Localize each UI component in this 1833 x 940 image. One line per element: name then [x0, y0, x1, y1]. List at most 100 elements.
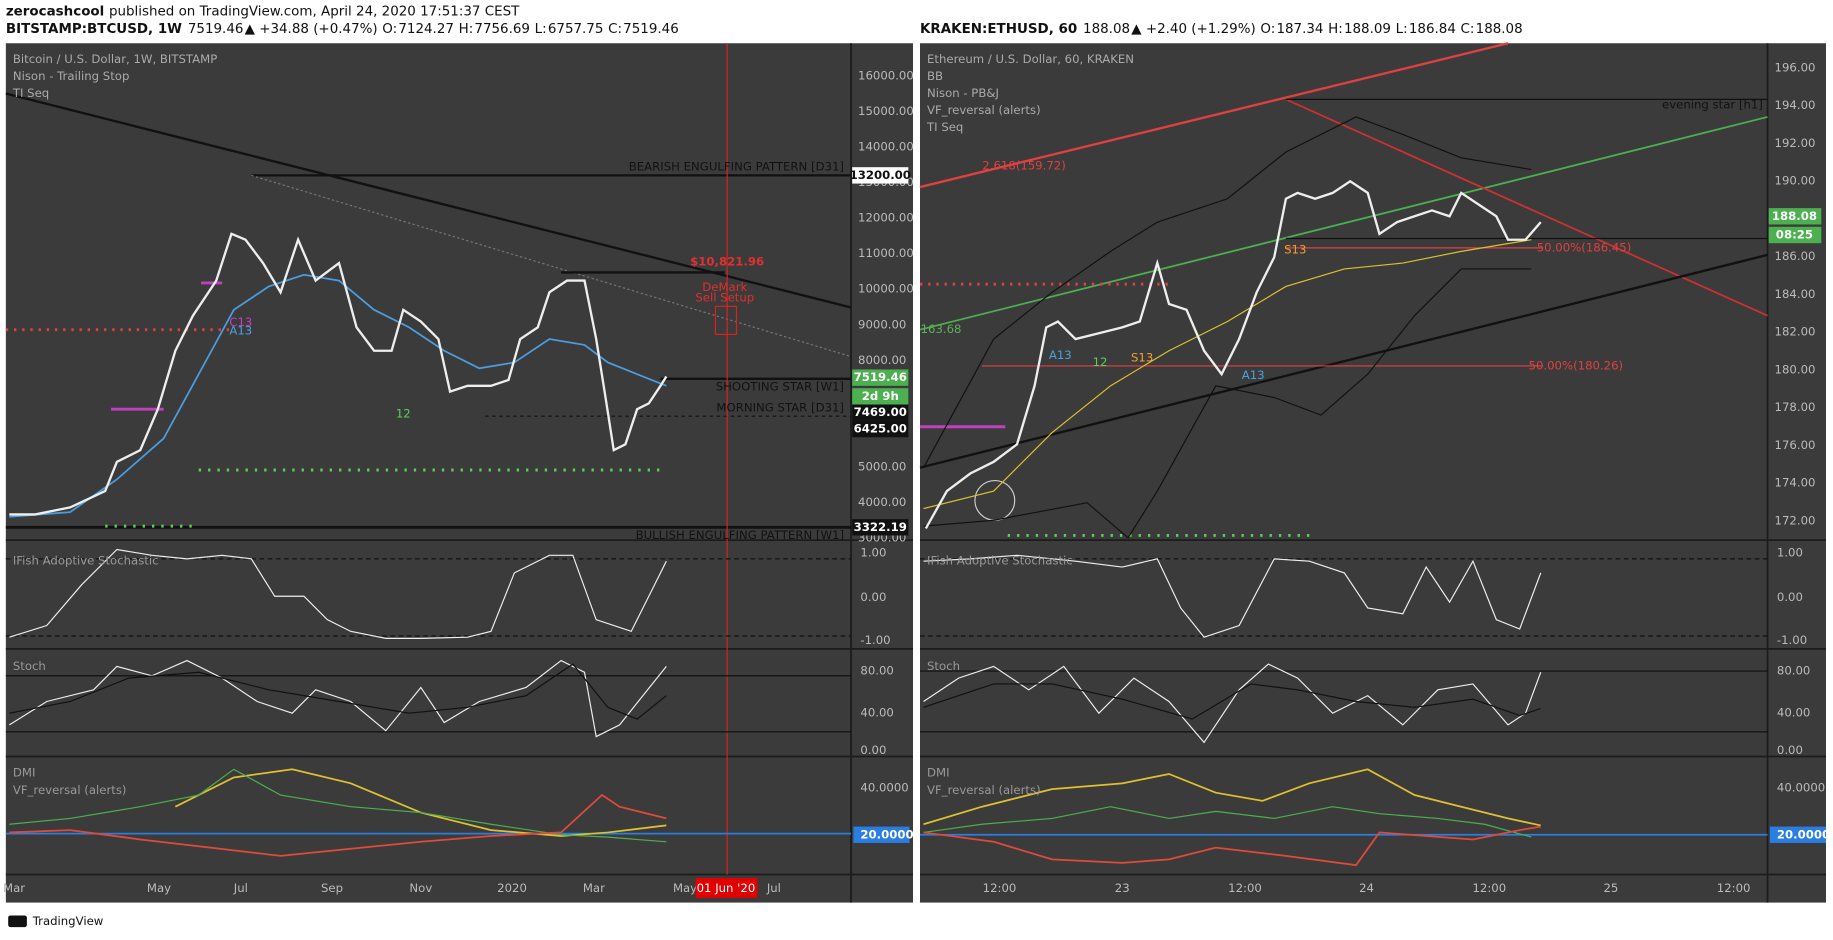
indicator-subtitle: VF_reversal (alerts) — [13, 783, 127, 797]
quote-part: 186.84 — [1409, 22, 1456, 37]
price-tick: 16000.00 — [858, 68, 914, 82]
quote-part: 7756.69 — [474, 22, 530, 37]
legend-line: VF_reversal (alerts) — [927, 103, 1041, 117]
annotation: S13 — [1131, 350, 1153, 364]
indicator-tick: 40.0000 — [1777, 781, 1825, 795]
price-tag-box — [852, 519, 909, 536]
annotation: BEARISH ENGULFING PATTERN [D31] — [629, 160, 844, 174]
annotation: evening star [h1] — [1662, 98, 1763, 112]
time-tick: 12:00 — [1228, 881, 1262, 895]
annotation: 12 — [1093, 355, 1108, 369]
indicator-title: IFish Adoptive Stochastic — [13, 554, 159, 568]
annotation: 163.68 — [921, 322, 962, 336]
quote-part: L: — [1396, 22, 1408, 37]
price-tag: 08:25 — [1776, 227, 1813, 241]
indicator-tick: 0.00 — [1777, 590, 1803, 604]
time-tick: Sep — [321, 881, 343, 895]
price-tick: 182.00 — [1775, 325, 1816, 339]
indicator-title: DMI — [13, 765, 36, 779]
time-tick: 12:00 — [1472, 881, 1506, 895]
quote-part: O: — [1260, 22, 1275, 37]
indicator-tick: 40.00 — [1777, 706, 1810, 720]
time-tick: 24 — [1359, 881, 1374, 895]
annotation: Sell Setup — [695, 291, 754, 305]
annotation: A13 — [1242, 368, 1265, 382]
indicator-tick: -1.00 — [860, 633, 890, 647]
annotation: SHOOTING STAR [W1] — [716, 379, 844, 393]
annotation: C13 — [229, 315, 252, 329]
price-tag-box — [852, 167, 909, 184]
legend-line: Ethereum / U.S. Dollar, 60, KRAKEN — [927, 52, 1134, 66]
footer: TradingView — [32, 914, 104, 928]
indicator-tick: 80.00 — [860, 664, 893, 678]
tick-box — [853, 826, 910, 843]
time-tick: Nov — [409, 881, 432, 895]
price-tag-box — [852, 388, 909, 405]
indicator-tick: 40.0000 — [860, 781, 908, 795]
quote-part: 187.34 — [1276, 22, 1323, 37]
legend-line: Nison - Trailing Stop — [13, 69, 130, 83]
right-drawing — [919, 42, 1768, 539]
annotation: 2.618(159.72) — [982, 159, 1065, 173]
right-panel — [920, 43, 1826, 903]
price-tag-box — [852, 404, 909, 421]
annotation: 12 — [396, 406, 411, 420]
price-tag-box — [852, 369, 909, 386]
quote-part: 188.08 — [1476, 22, 1523, 37]
annotation: MORNING STAR [D31] — [716, 401, 844, 415]
indicator-tick: 0.00 — [1777, 743, 1803, 757]
footer-logo — [8, 915, 27, 928]
quote-part: C: — [608, 22, 622, 37]
published: published on TradingView.com, April 24, … — [109, 5, 520, 20]
labels: zerocashcool published on TradingView.com… — [3, 5, 1830, 928]
time-tick: May — [673, 881, 697, 895]
indicator-tick: 20.0000 — [860, 827, 913, 841]
separators — [5, 43, 1826, 903]
price-tick: 8000.00 — [858, 353, 906, 367]
tick-box — [1769, 826, 1826, 843]
price-tag: 6425.00 — [854, 422, 907, 436]
symbol: KRAKEN:ETHUSD, 60 — [920, 22, 1077, 37]
author: zerocashcool — [6, 5, 104, 20]
price-tick: 174.00 — [1775, 476, 1816, 490]
time-tick: 12:00 — [983, 881, 1017, 895]
price-tick: 176.00 — [1775, 438, 1816, 452]
right-indicators — [920, 554, 1768, 867]
annotation: $10,821.96 — [690, 254, 764, 268]
indicator-title: Stoch — [927, 659, 960, 673]
indicator-title: IFish Adoptive Stochastic — [927, 554, 1073, 568]
price-tick: 4000.00 — [858, 495, 906, 509]
time-tick: Mar — [3, 881, 25, 895]
price-tick: 192.00 — [1775, 136, 1816, 150]
price-tag-box — [1768, 226, 1822, 244]
quote-part: 188.08 — [1083, 22, 1130, 37]
price-tick: 15000.00 — [858, 104, 914, 118]
left-panel — [5, 43, 913, 903]
quote-part: H: — [459, 22, 474, 37]
price-tag: 13200.00 — [850, 168, 911, 182]
annotation: A13 — [1049, 348, 1072, 362]
quote-part: 7124.27 — [398, 22, 454, 37]
price-tag: 7469.00 — [854, 405, 907, 419]
quote-part: 188.09 — [1344, 22, 1391, 37]
time-tick: Jul — [766, 881, 781, 895]
indicator-title: Stoch — [13, 659, 46, 673]
indicator-subtitle: VF_reversal (alerts) — [927, 783, 1041, 797]
time-tick: 12:00 — [1717, 881, 1751, 895]
price-tag: 188.08 — [1772, 209, 1817, 223]
indicator-tick: 1.00 — [860, 546, 886, 560]
indicator-tick: 1.00 — [1777, 546, 1803, 560]
legend-line: Bitcoin / U.S. Dollar, 1W, BITSTAMP — [13, 52, 217, 66]
price-tick: 194.00 — [1775, 98, 1816, 112]
cursor-date: 01 Jun '20 — [697, 881, 756, 895]
indicator-title: DMI — [927, 765, 950, 779]
price-tag: 7519.46 — [854, 370, 907, 384]
time-tick: Mar — [583, 881, 605, 895]
price-tick: 178.00 — [1775, 400, 1816, 414]
price-tick: 9000.00 — [858, 317, 906, 331]
price-tick: 186.00 — [1775, 249, 1816, 263]
price-tick: 172.00 — [1775, 513, 1816, 527]
left-indicators — [5, 548, 852, 857]
annotation: 50.00%(180.26) — [1529, 358, 1624, 372]
